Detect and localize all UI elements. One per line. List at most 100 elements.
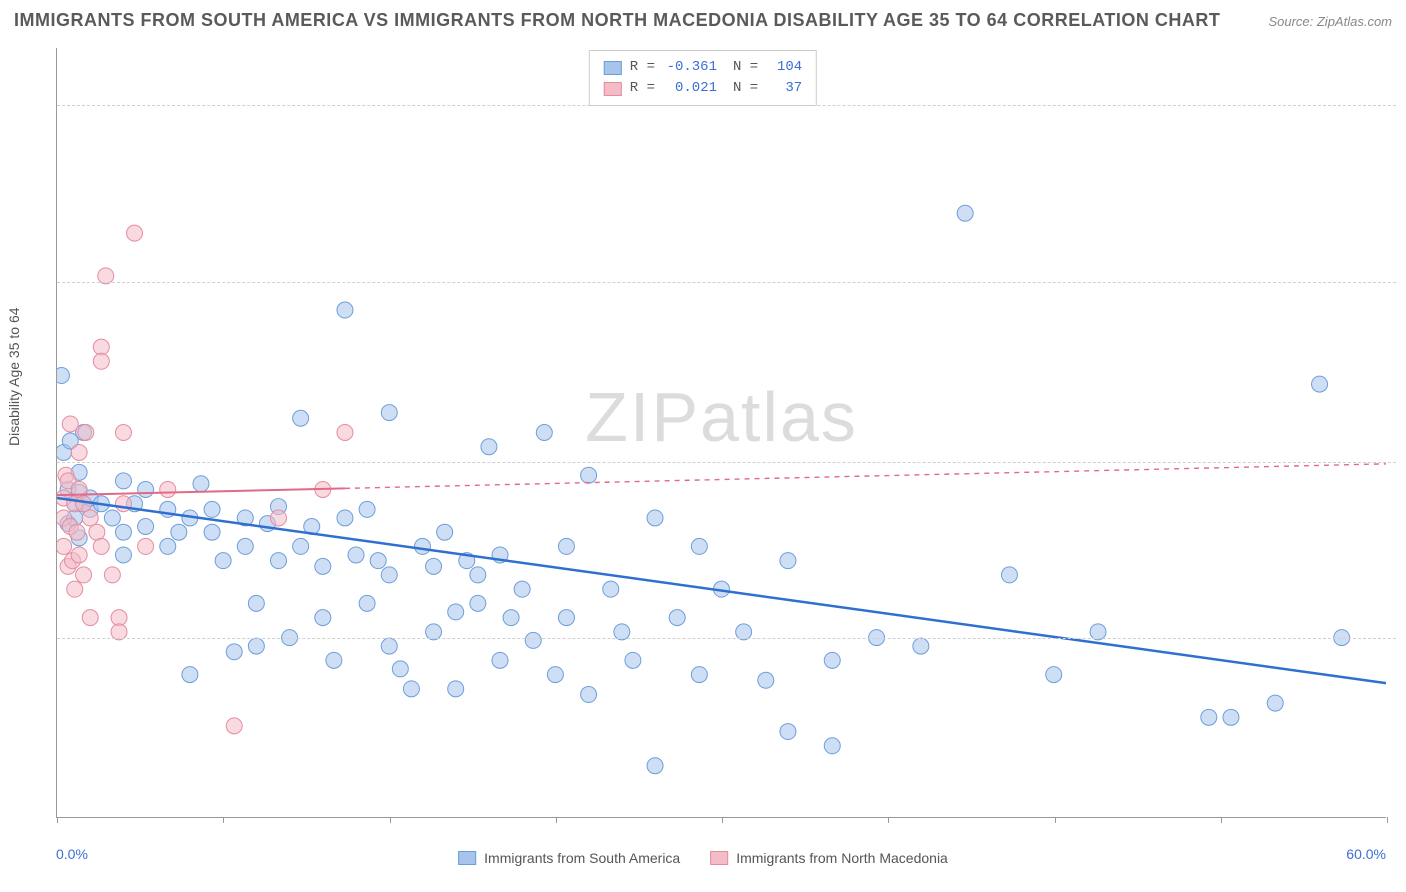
data-point xyxy=(93,538,109,554)
data-point xyxy=(76,496,92,512)
data-point xyxy=(182,510,198,526)
data-point xyxy=(647,758,663,774)
legend-label: Immigrants from North Macedonia xyxy=(736,850,948,866)
correlation-legend: R = -0.361 N = 104 R = 0.021 N = 37 xyxy=(589,50,817,106)
data-point xyxy=(547,667,563,683)
data-point xyxy=(160,501,176,517)
data-point xyxy=(470,567,486,583)
data-point xyxy=(204,524,220,540)
swatch-icon xyxy=(604,82,622,96)
data-point xyxy=(127,225,143,241)
data-point xyxy=(913,638,929,654)
data-point xyxy=(1312,376,1328,392)
x-max-label: 60.0% xyxy=(1346,846,1386,862)
data-point xyxy=(780,553,796,569)
data-point xyxy=(82,510,98,526)
data-point xyxy=(381,405,397,421)
data-point xyxy=(76,567,92,583)
data-point xyxy=(226,644,242,660)
data-point xyxy=(315,558,331,574)
chart-svg xyxy=(57,48,1386,817)
data-point xyxy=(204,501,220,517)
data-point xyxy=(115,425,131,441)
data-point xyxy=(459,553,475,569)
data-point xyxy=(248,595,264,611)
x-tick xyxy=(223,817,224,823)
data-point xyxy=(758,672,774,688)
data-point xyxy=(67,510,83,526)
data-point xyxy=(1046,667,1062,683)
data-point xyxy=(581,467,597,483)
data-point xyxy=(62,416,78,432)
data-point xyxy=(71,484,87,500)
data-point xyxy=(1267,695,1283,711)
data-point xyxy=(237,510,253,526)
data-point xyxy=(76,425,92,441)
n-value: 104 xyxy=(766,57,802,78)
data-point xyxy=(104,510,120,526)
data-point xyxy=(127,496,143,512)
data-point xyxy=(824,652,840,668)
r-label: R = xyxy=(630,78,655,99)
data-point xyxy=(315,610,331,626)
data-point xyxy=(115,547,131,563)
data-point xyxy=(60,516,76,532)
chart-title: IMMIGRANTS FROM SOUTH AMERICA VS IMMIGRA… xyxy=(14,10,1220,31)
gridline xyxy=(57,462,1396,463)
data-point xyxy=(89,524,105,540)
data-point xyxy=(525,632,541,648)
r-label: R = xyxy=(630,57,655,78)
x-tick xyxy=(390,817,391,823)
watermark-thin: atlas xyxy=(700,378,858,456)
n-label: N = xyxy=(733,78,758,99)
data-point xyxy=(67,496,83,512)
data-point xyxy=(481,439,497,455)
x-tick xyxy=(57,817,58,823)
data-point xyxy=(78,425,94,441)
data-point xyxy=(71,481,87,497)
data-point xyxy=(824,738,840,754)
data-point xyxy=(160,538,176,554)
data-point xyxy=(669,610,685,626)
data-point xyxy=(304,518,320,534)
data-point xyxy=(215,553,231,569)
data-point xyxy=(93,339,109,355)
data-point xyxy=(558,538,574,554)
data-point xyxy=(57,368,69,384)
data-point xyxy=(104,567,120,583)
data-point xyxy=(337,425,353,441)
data-point xyxy=(558,610,574,626)
source-label: Source: ZipAtlas.com xyxy=(1268,14,1392,29)
data-point xyxy=(514,581,530,597)
data-point xyxy=(115,496,131,512)
data-point xyxy=(193,476,209,492)
data-point xyxy=(57,490,72,506)
data-point xyxy=(115,473,131,489)
legend-item: Immigrants from North Macedonia xyxy=(710,850,948,866)
data-point xyxy=(93,496,109,512)
data-point xyxy=(182,667,198,683)
data-point xyxy=(60,558,76,574)
data-point xyxy=(60,481,76,497)
x-tick xyxy=(722,817,723,823)
data-point xyxy=(381,567,397,583)
data-point xyxy=(111,610,127,626)
data-point xyxy=(271,510,287,526)
data-point xyxy=(448,681,464,697)
data-point xyxy=(392,661,408,677)
data-point xyxy=(67,496,83,512)
n-value: 37 xyxy=(766,78,802,99)
data-point xyxy=(503,610,519,626)
r-value: -0.361 xyxy=(663,57,717,78)
data-point xyxy=(82,490,98,506)
data-point xyxy=(62,433,78,449)
data-point xyxy=(581,687,597,703)
legend-label: Immigrants from South America xyxy=(484,850,680,866)
data-point xyxy=(691,538,707,554)
data-point xyxy=(271,499,287,515)
x-tick xyxy=(1221,817,1222,823)
series-legend: Immigrants from South America Immigrants… xyxy=(458,850,948,866)
data-point xyxy=(603,581,619,597)
data-point xyxy=(271,553,287,569)
y-axis-label: Disability Age 35 to 64 xyxy=(6,307,22,446)
